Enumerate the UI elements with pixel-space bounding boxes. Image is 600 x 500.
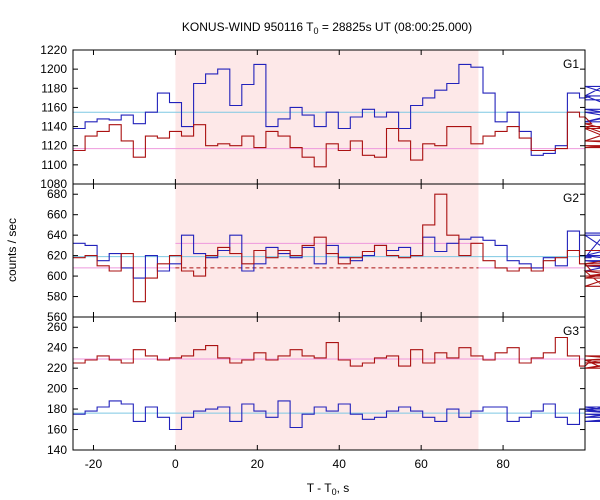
series-line-2: [73, 193, 600, 303]
y-tick-label: 1200: [40, 62, 67, 76]
x-tick-label: -20: [85, 457, 103, 471]
y-tick-label: 600: [47, 269, 67, 283]
panel-label: G3: [563, 324, 579, 338]
y-tick-label: 580: [47, 290, 67, 304]
panel-label: G1: [563, 57, 579, 71]
y-tick-label: 1120: [41, 139, 67, 153]
panel-frame: [72, 316, 586, 451]
y-tick-label: 620: [47, 249, 67, 263]
x-tick-label: 0: [172, 457, 179, 471]
series-line-1: [73, 63, 600, 156]
y-tick-label: 1080: [40, 177, 67, 191]
y-axis-label: counts / sec: [5, 218, 19, 282]
y-tick-label: 180: [47, 402, 67, 416]
y-tick-label: 1160: [41, 100, 67, 114]
panel-g1: 1080 1100 1120 1140 1160 1180 1200 1220 G1: [40, 43, 600, 191]
y-tick-label: 1220: [40, 43, 67, 57]
y-tick-label: 240: [47, 341, 67, 355]
chart-title: KONUS-WIND 950116 T0 = 28825s UT (08:00:…: [182, 20, 472, 36]
y-tick-label: 680: [47, 187, 67, 201]
x-tick-label: 80: [496, 457, 510, 471]
y-tick-label: 160: [47, 423, 67, 437]
y-tick-label: 1140: [41, 120, 67, 134]
panel-g3: 140 160 180 200 220 240 260 G3 -20 0 20 40 60 80: [47, 316, 600, 471]
series-line-2: [73, 111, 600, 168]
y-tick-label: 140: [47, 443, 67, 457]
x-tick-label: 20: [251, 457, 265, 471]
panel-label: G2: [563, 191, 579, 205]
y-tick-label: 1180: [41, 81, 67, 95]
y-tick-label: 260: [47, 320, 67, 334]
y-tick-label: 640: [47, 228, 67, 242]
y-tick-label: 200: [47, 382, 67, 396]
y-tick-label: 1100: [41, 158, 67, 172]
x-tick-label: 40: [333, 457, 347, 471]
panel-g2: 560 580 600 620 640 660 680 G2: [47, 183, 600, 324]
highlight-region: [175, 317, 479, 450]
y-tick-label: 660: [47, 208, 67, 222]
y-tick-label: 560: [47, 310, 67, 324]
series-line-2: [73, 336, 600, 369]
highlight-region: [175, 50, 479, 184]
chart-panels: 1080 1100 1120 1140 1160 1180 1200 1220 G1 560 580…: [40, 43, 600, 471]
x-axis-label: T - T0, s: [307, 481, 350, 497]
y-tick-label: 220: [47, 361, 67, 375]
x-tick-label: 60: [414, 457, 428, 471]
